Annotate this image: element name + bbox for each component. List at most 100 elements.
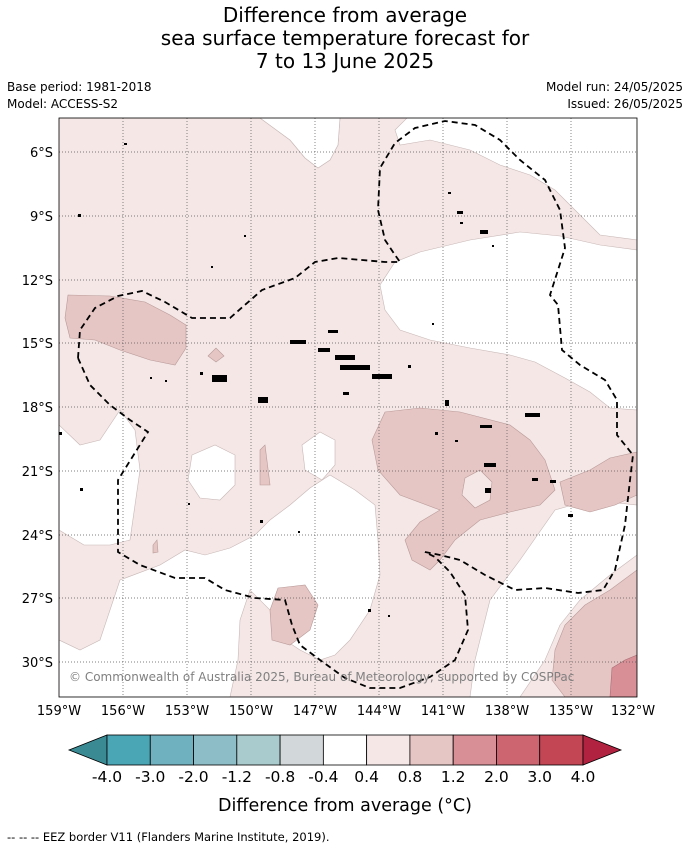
colorbar-segment xyxy=(366,734,411,766)
colorbar-tick-label: 4.0 xyxy=(571,768,596,786)
lon-label: 144°W xyxy=(357,704,401,719)
colorbar-segment xyxy=(322,734,368,766)
colorbar-title: Difference from average (°C) xyxy=(218,796,472,816)
warm-patch-west xyxy=(64,294,187,366)
island-p xyxy=(372,374,392,379)
island-j xyxy=(432,323,434,325)
island-z xyxy=(455,440,458,442)
island-ae xyxy=(568,514,573,517)
colorbar-segment xyxy=(106,734,151,766)
island-aa xyxy=(484,463,496,467)
warm-patch-east xyxy=(559,451,637,513)
lat-label: 27°S xyxy=(22,592,53,607)
neutral-region-south-right xyxy=(469,499,637,697)
lat-label: 15°S xyxy=(22,337,53,352)
neutral-region-left xyxy=(59,409,141,546)
colorbar-tick-label: 0.4 xyxy=(354,768,379,786)
lat-label: 24°S xyxy=(22,529,53,544)
lon-label: 132°W xyxy=(611,704,655,719)
model-text: Model: ACCESS-S2 xyxy=(7,97,119,111)
colorbar-tick-label: -0.4 xyxy=(308,768,338,786)
neutral-region-top-right xyxy=(394,118,637,241)
neutral-patch-small-b xyxy=(301,431,336,481)
eez-border-cook-islands-french-polynesia xyxy=(77,120,634,594)
island-u xyxy=(343,392,349,395)
island-g xyxy=(460,222,463,224)
lat-label: 21°S xyxy=(22,465,53,480)
island-ak xyxy=(80,488,83,491)
lat-label: 9°S xyxy=(30,210,53,225)
colorbar-tick-label: -4.0 xyxy=(92,768,122,786)
island-l xyxy=(290,340,306,344)
colorbar-segment xyxy=(236,734,281,766)
eez-borders xyxy=(77,120,634,689)
warm-patch-central-east-hole xyxy=(461,469,493,509)
colorbar-segment xyxy=(496,734,541,766)
island-q xyxy=(408,365,411,368)
colorbar-tick-label: 2.0 xyxy=(484,768,509,786)
title-line-1: Difference from average xyxy=(222,3,468,27)
title-line-3: 7 to 13 June 2025 xyxy=(255,49,435,73)
eez-legend: -- -- -- EEZ border V11 (Flanders Marine… xyxy=(7,830,330,844)
lat-label: 18°S xyxy=(22,401,53,416)
colorbar-segment xyxy=(409,734,454,766)
colorbar-segment xyxy=(279,734,324,766)
warm-patch-southeast xyxy=(551,569,637,697)
warm-patch-south xyxy=(269,584,319,646)
island-w xyxy=(525,413,540,417)
colorbar-tick-label: -0.8 xyxy=(265,768,295,786)
island-am xyxy=(260,520,263,523)
island-af xyxy=(368,609,371,612)
lat-label: 12°S xyxy=(22,274,53,289)
island-ad xyxy=(550,480,556,483)
lat-label: 30°S xyxy=(22,656,53,671)
title-line-2: sea surface temperature forecast for xyxy=(160,26,530,50)
island-f xyxy=(457,211,463,214)
meta-left: Base period: 1981-2018 Model: ACCESS-S2 xyxy=(7,79,152,113)
colorbar-segment xyxy=(452,734,497,766)
model-run-text: Model run: 24/05/2025 xyxy=(545,80,683,94)
island-ai xyxy=(165,380,167,382)
island-i xyxy=(492,245,494,247)
map-area: © Commonwealth of Australia 2025, Bureau… xyxy=(59,118,637,697)
lon-label: 156°W xyxy=(101,704,145,719)
island-x xyxy=(480,425,492,428)
eez-border-southwest xyxy=(77,357,469,689)
island-y xyxy=(435,432,438,435)
island-e xyxy=(448,192,451,194)
colorbar-extend-low xyxy=(67,734,108,766)
colorbar-tick-label: 1.2 xyxy=(441,768,466,786)
lon-label: 135°W xyxy=(549,704,593,719)
island-d xyxy=(211,266,213,268)
longitude-labels: 159°W 156°W 153°W 150°W 147°W 144°W 141°… xyxy=(37,704,655,719)
warm-dot-a xyxy=(207,347,225,363)
lon-label: 138°W xyxy=(485,704,529,719)
chart-title: Difference from average sea surface temp… xyxy=(0,4,690,73)
latitude-labels: 6°S 9°S 12°S 15°S 18°S 21°S 24°S 27°S 30… xyxy=(22,146,53,671)
island-b xyxy=(78,214,81,217)
island-r xyxy=(200,372,203,375)
island-a xyxy=(124,143,127,145)
island-ac xyxy=(532,478,538,481)
copyright-text: © Commonwealth of Australia 2025, Bureau… xyxy=(69,670,574,684)
island-an xyxy=(298,531,300,533)
island-n xyxy=(335,355,355,360)
lon-label: 141°W xyxy=(421,704,465,719)
colorbar-segment xyxy=(539,734,584,766)
base-period-text: Base period: 1981-2018 xyxy=(7,80,152,94)
island-al xyxy=(188,503,190,505)
island-h xyxy=(480,230,488,234)
map-frame xyxy=(58,117,638,698)
strong-warm-corner xyxy=(609,654,637,697)
lat-label: 6°S xyxy=(30,146,53,161)
neutral-region-top-left-b xyxy=(59,118,341,169)
lon-label: 159°W xyxy=(37,704,81,719)
island-ab xyxy=(485,488,491,493)
colorbar-tick-label: -3.0 xyxy=(135,768,165,786)
meta-right: Model run: 24/05/2025 Issued: 26/05/2025 xyxy=(546,79,683,113)
colorbar-tick-label: -1.2 xyxy=(222,768,252,786)
colorbar-segment xyxy=(193,734,238,766)
lon-label: 150°W xyxy=(229,704,273,719)
island-k xyxy=(328,330,338,333)
island-s xyxy=(212,375,227,382)
